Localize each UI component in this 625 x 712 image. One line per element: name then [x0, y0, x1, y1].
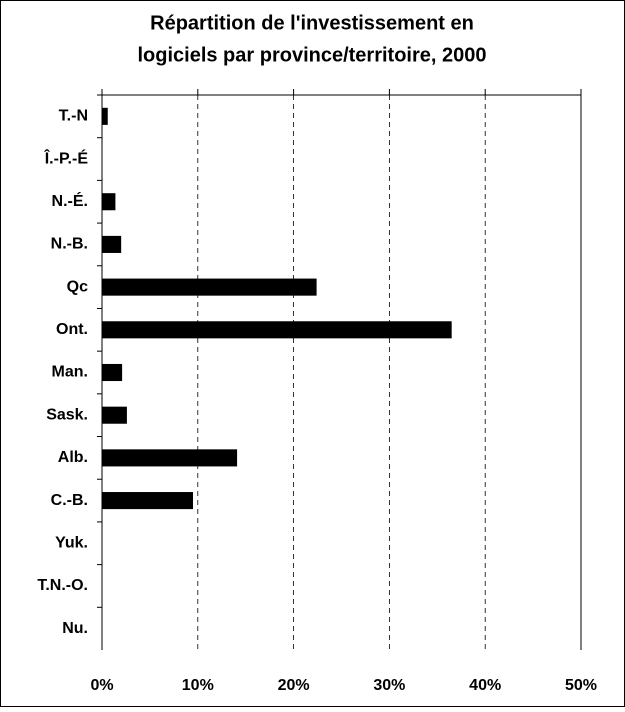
y-tick-label: Man.	[52, 364, 88, 381]
y-tick-label: Alb.	[58, 449, 88, 466]
x-tick-label: 20%	[278, 677, 310, 694]
x-tick-label: 10%	[182, 677, 214, 694]
bar	[102, 406, 127, 424]
y-tick-label: Ont.	[56, 321, 88, 338]
y-tick-label: T.N.-O.	[37, 577, 88, 594]
bar	[102, 235, 122, 253]
y-tick-label: N.-B.	[51, 236, 88, 253]
bar	[102, 363, 123, 382]
bar	[102, 107, 108, 125]
bar	[102, 321, 452, 339]
y-tick-label: Nu.	[62, 620, 88, 637]
bar	[102, 492, 194, 510]
y-tick-label: T.-N	[59, 108, 88, 125]
x-tick-label: 0%	[90, 677, 113, 694]
bar	[102, 193, 116, 211]
chart-title: logiciels par province/territoire, 2000	[137, 44, 486, 66]
y-tick-label: C.-B.	[51, 492, 88, 509]
x-tick-label: 30%	[373, 677, 405, 694]
y-tick-label: Sask.	[46, 406, 88, 423]
x-tick-label: 40%	[469, 677, 501, 694]
y-tick-label: Î.-P.-É	[44, 148, 89, 167]
bar	[102, 449, 238, 467]
chart-title: Répartition de l'investissement en	[150, 12, 474, 34]
y-tick-label: N.-É.	[52, 191, 88, 210]
y-tick-label: Yuk.	[55, 534, 88, 551]
bar	[102, 278, 317, 296]
y-tick-label: Qc	[67, 278, 88, 295]
x-tick-label: 50%	[565, 677, 597, 694]
